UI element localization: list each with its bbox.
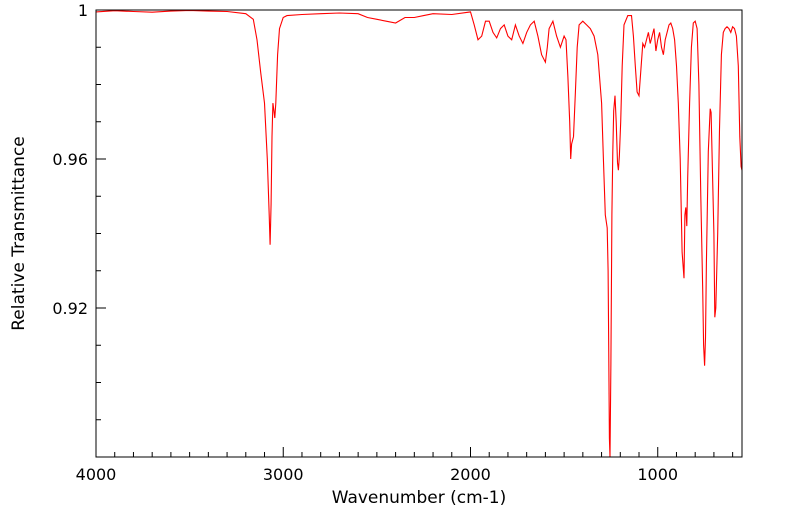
x-tick-label: 1000 — [637, 465, 678, 484]
x-axis-title: Wavenumber (cm-1) — [332, 488, 507, 508]
x-axis: 4000 3000 2000 1000 — [76, 447, 734, 484]
y-axis: 1 0.96 0.92 — [52, 1, 106, 458]
plot-frame — [95, 9, 743, 458]
y-tick-label: 1 — [78, 1, 88, 20]
x-tick-label: 4000 — [76, 465, 117, 484]
x-tick-label: 2000 — [450, 465, 491, 484]
transmittance-series-line — [95, 9, 743, 458]
y-axis-title: Relative Transmittance — [9, 136, 29, 331]
y-tick-label: 0.96 — [52, 150, 88, 169]
y-tick-label: 0.92 — [52, 299, 88, 318]
x-tick-label: 3000 — [263, 465, 304, 484]
